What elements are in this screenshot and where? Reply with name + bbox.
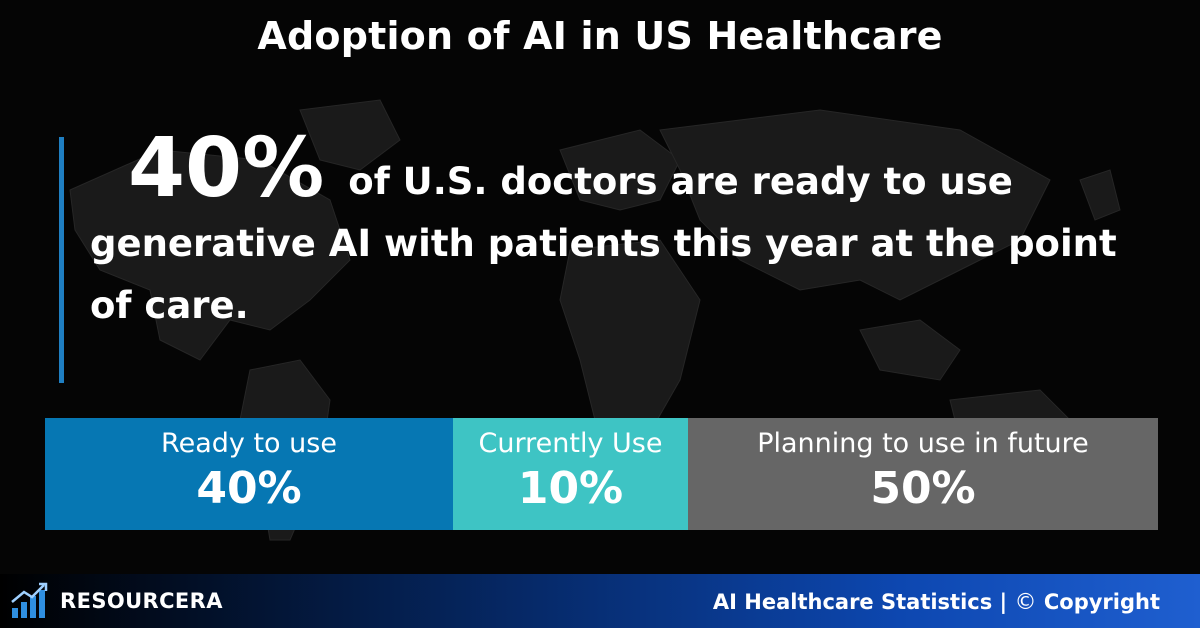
- statement-text: of U.S. doctors are ready to use generat…: [90, 160, 1117, 327]
- footer-caption-group: AI Healthcare Statistics | © Copyright: [713, 590, 1160, 615]
- key-statement: 40% of U.S. doctors are ready to use gene…: [90, 128, 1150, 337]
- accent-bar: [59, 137, 64, 383]
- stacked-bar-chart: Ready to use 40% Currently Use 10% Planning …: [45, 418, 1158, 530]
- bar-segment-label: Currently Use: [478, 428, 663, 459]
- bar-segment-value: 10%: [517, 463, 624, 514]
- bar-segment-0: Ready to use 40%: [45, 418, 453, 530]
- footer-caption: AI Healthcare Statistics |: [712, 590, 1008, 614]
- bar-segment-1: Currently Use 10%: [453, 418, 688, 530]
- page-title: Adoption of AI in US Healthcare: [257, 14, 943, 58]
- bar-segment-value: 40%: [196, 463, 302, 514]
- bar-segment-2: Planning to use in future 50%: [688, 418, 1158, 530]
- bar-segment-label: Ready to use: [161, 428, 337, 459]
- copyright-text: Copyright: [1043, 590, 1160, 614]
- copyright-icon: ©: [1014, 590, 1037, 615]
- bar-chart-arrow-icon: [11, 582, 48, 618]
- footer-bar: RESOURCERA AI Healthcare Statistics | © …: [0, 574, 1200, 628]
- brand-name: RESOURCERA: [60, 589, 223, 613]
- bar-segment-label: Planning to use in future: [757, 428, 1089, 459]
- bar-segment-value: 50%: [870, 463, 976, 514]
- highlight-percentage: 40%: [128, 121, 325, 216]
